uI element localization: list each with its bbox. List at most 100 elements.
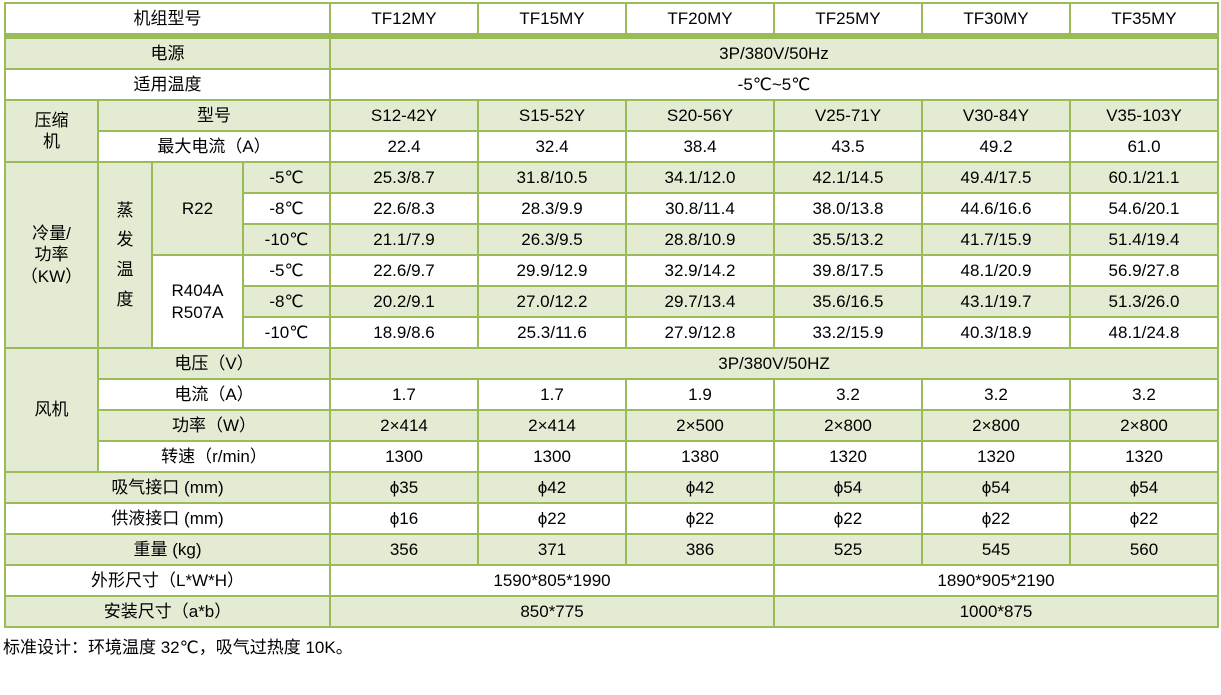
table-row-liquid: 供液接口 (mm) ϕ16 ϕ22 ϕ22 ϕ22 ϕ22 ϕ22	[4, 502, 1219, 535]
power-label: 电源	[4, 35, 331, 70]
value-cell: 48.1/20.9	[921, 254, 1071, 287]
value-cell: 43.5	[773, 130, 923, 163]
value-cell: 2×500	[625, 409, 775, 442]
mounting-label: 安装尺寸（a*b）	[4, 595, 331, 628]
value-cell: ϕ42	[477, 471, 627, 504]
value-cell: V35-103Y	[1069, 99, 1219, 132]
table-row-mounting: 安装尺寸（a*b） 850*775 1000*875	[4, 595, 1219, 628]
value-cell: 1380	[625, 440, 775, 473]
value-cell: 26.3/9.5	[477, 223, 627, 256]
value-cell: 40.3/18.9	[921, 316, 1071, 349]
value-cell: 2×414	[329, 409, 479, 442]
value-cell: 18.9/8.6	[329, 316, 479, 349]
value-cell: ϕ42	[625, 471, 775, 504]
value-cell: 525	[773, 533, 923, 566]
value-cell: 27.0/12.2	[477, 285, 627, 318]
value-cell: ϕ35	[329, 471, 479, 504]
value-cell: V30-84Y	[921, 99, 1071, 132]
table-row-compressor-model: 压缩 机 型号 S12-42Y S15-52Y S20-56Y V25-71Y …	[4, 99, 1219, 163]
value-cell: 3.2	[773, 378, 923, 411]
table-row-fan-current: 电流（A） 1.7 1.7 1.9 3.2 3.2 3.2	[5, 378, 1219, 411]
table-row-fan-power: 功率（W） 2×414 2×414 2×500 2×800 2×800 2×80…	[5, 409, 1219, 442]
value-cell: 48.1/24.8	[1069, 316, 1219, 349]
temp-range-label: 适用温度	[4, 68, 331, 101]
value-cell: 386	[625, 533, 775, 566]
table-row-max-current: 最大电流（A） 22.4 32.4 38.4 43.5 49.2 61.0	[5, 130, 1219, 163]
spec-table: 机组型号 TF12MY TF15MY TF20MY TF25MY TF30MY …	[4, 2, 1219, 628]
value-cell: 1300	[477, 440, 627, 473]
value-cell: 33.2/15.9	[773, 316, 923, 349]
value-cell: 34.1/12.0	[625, 161, 775, 194]
liquid-label: 供液接口 (mm)	[4, 502, 331, 535]
value-cell: 545	[921, 533, 1071, 566]
value-cell: 38.4	[625, 130, 775, 163]
table-row-r404a-minus8: -8℃ 20.2/9.1 27.0/12.2 29.7/13.4 35.6/16…	[5, 285, 1219, 318]
fan-current-label: 电流（A）	[97, 378, 331, 411]
model-header: TF12MY	[329, 2, 479, 39]
value-cell: 28.3/9.9	[477, 192, 627, 225]
table-row-r404a-minus10: -10℃ 18.9/8.6 25.3/11.6 27.9/12.8 33.2/1…	[5, 316, 1219, 349]
value-cell: 1300	[329, 440, 479, 473]
refrigerant-r22-label: R22	[151, 161, 244, 256]
fan-speed-label: 转速（r/min）	[97, 440, 331, 473]
fan-voltage-value: 3P/380V/50HZ	[329, 347, 1219, 380]
value-cell: ϕ54	[1069, 471, 1219, 504]
model-header: TF30MY	[921, 2, 1071, 39]
value-cell: 43.1/19.7	[921, 285, 1071, 318]
compressor-group-label: 压缩 机	[4, 99, 99, 163]
value-cell: 25.3/8.7	[329, 161, 479, 194]
value-cell: 1.7	[477, 378, 627, 411]
value-cell: 2×800	[1069, 409, 1219, 442]
evaporating-temp-label: 蒸 发 温 度	[97, 161, 153, 349]
value-cell: 22.4	[329, 130, 479, 163]
value-cell: 560	[1069, 533, 1219, 566]
mounting-value-small: 850*775	[329, 595, 775, 628]
table-row-power: 电源 3P/380V/50Hz	[4, 35, 1219, 70]
model-header: TF35MY	[1069, 2, 1219, 39]
value-cell: 22.6/9.7	[329, 254, 479, 287]
value-cell: 32.9/14.2	[625, 254, 775, 287]
value-cell: 35.5/13.2	[773, 223, 923, 256]
value-cell: S15-52Y	[477, 99, 627, 132]
value-cell: 1.9	[625, 378, 775, 411]
value-cell: ϕ54	[773, 471, 923, 504]
dimensions-value-large: 1890*905*2190	[773, 564, 1219, 597]
fan-group-label: 风机	[4, 347, 99, 473]
temp-range-value: -5℃~5℃	[329, 68, 1219, 101]
table-row-r22-minus8: -8℃ 22.6/8.3 28.3/9.9 30.8/11.4 38.0/13.…	[5, 192, 1219, 225]
value-cell: 44.6/16.6	[921, 192, 1071, 225]
fan-power-label: 功率（W）	[97, 409, 331, 442]
temp-cell: -5℃	[242, 254, 331, 287]
temp-cell: -8℃	[242, 192, 331, 225]
value-cell: S20-56Y	[625, 99, 775, 132]
value-cell: V25-71Y	[773, 99, 923, 132]
model-header: TF15MY	[477, 2, 627, 39]
value-cell: 3.2	[1069, 378, 1219, 411]
value-cell: ϕ22	[477, 502, 627, 535]
value-cell: 31.8/10.5	[477, 161, 627, 194]
temp-cell: -5℃	[242, 161, 331, 194]
compressor-model-label: 型号	[97, 99, 331, 132]
value-cell: 61.0	[1069, 130, 1219, 163]
capacity-group-label: 冷量/ 功率 （KW）	[4, 161, 99, 349]
value-cell: 39.8/17.5	[773, 254, 923, 287]
table-row-unit-model: 机组型号 TF12MY TF15MY TF20MY TF25MY TF30MY …	[4, 2, 1219, 39]
table-row-weight: 重量 (kg) 356 371 386 525 545 560	[4, 533, 1219, 566]
table-row-r404a-minus5: R404A R507A -5℃ 22.6/9.7 29.9/12.9 32.9/…	[5, 254, 1219, 349]
value-cell: 27.9/12.8	[625, 316, 775, 349]
value-cell: 51.3/26.0	[1069, 285, 1219, 318]
mounting-value-large: 1000*875	[773, 595, 1219, 628]
table-row-fan-voltage: 风机 电压（V） 3P/380V/50HZ	[4, 347, 1219, 473]
refrigerant-r404a-r507a-label: R404A R507A	[151, 254, 244, 349]
value-cell: 20.2/9.1	[329, 285, 479, 318]
value-cell: ϕ22	[1069, 502, 1219, 535]
value-cell: 49.2	[921, 130, 1071, 163]
value-cell: 371	[477, 533, 627, 566]
max-current-label: 最大电流（A）	[97, 130, 331, 163]
temp-cell: -10℃	[242, 223, 331, 256]
value-cell: 1.7	[329, 378, 479, 411]
fan-voltage-label: 电压（V）	[97, 347, 331, 380]
value-cell: ϕ22	[773, 502, 923, 535]
power-value: 3P/380V/50Hz	[329, 35, 1219, 70]
value-cell: ϕ22	[921, 502, 1071, 535]
